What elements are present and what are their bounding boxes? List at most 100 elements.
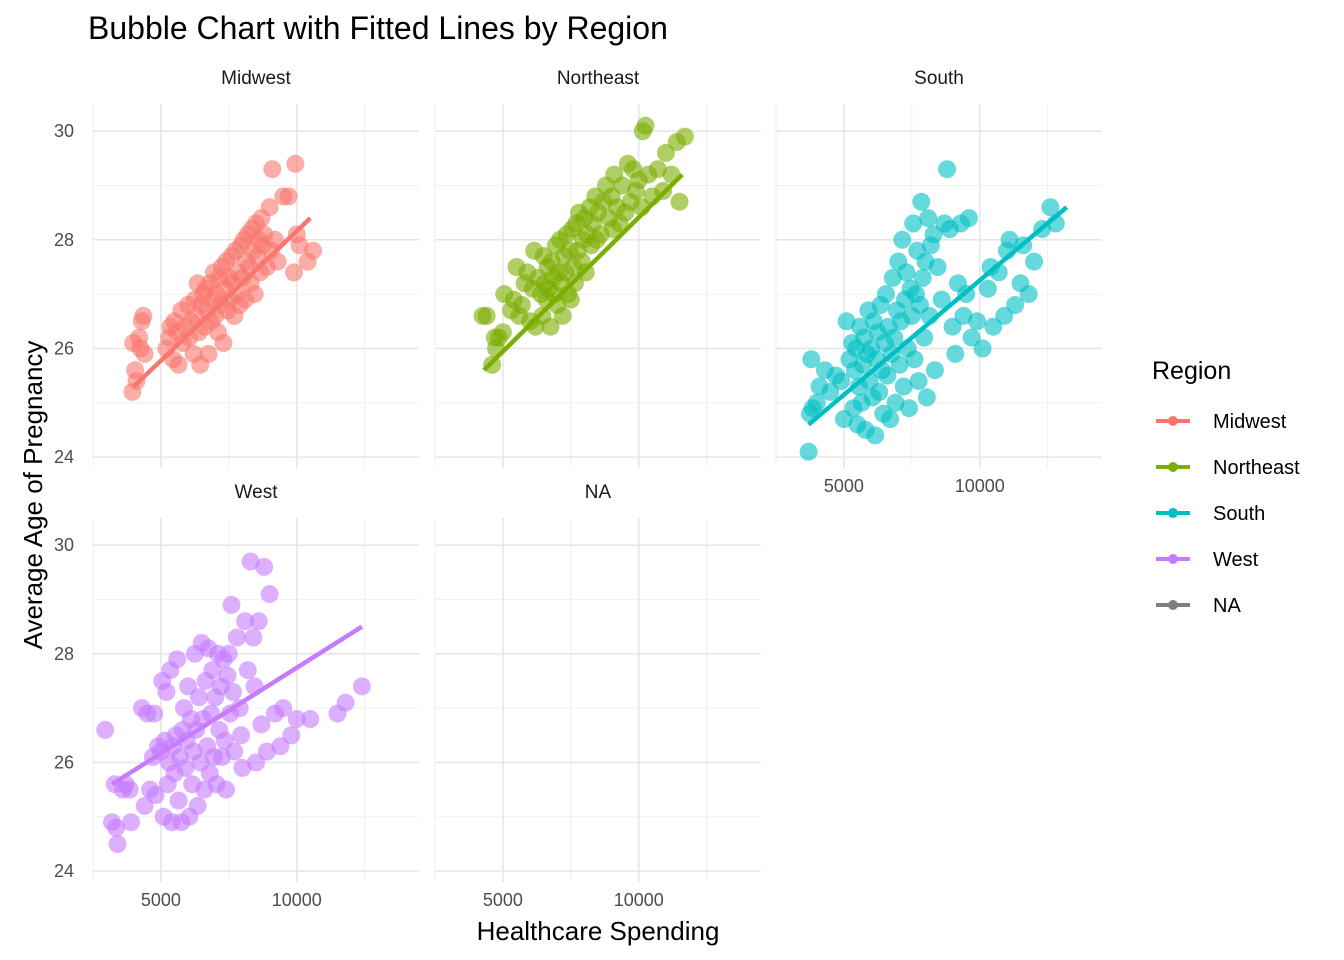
data-point: [894, 377, 913, 396]
data-point: [477, 306, 496, 325]
data-point: [904, 214, 923, 233]
data-point: [244, 628, 263, 647]
data-point: [968, 312, 986, 331]
data-point: [274, 699, 293, 718]
data-point: [909, 372, 928, 391]
y-tick-label: 26: [54, 752, 74, 772]
data-point: [236, 612, 255, 631]
data-point: [962, 328, 981, 347]
legend-item-na: NA: [1156, 595, 1241, 617]
data-point: [897, 263, 916, 282]
facet-label: Midwest: [221, 68, 291, 89]
data-point: [301, 710, 320, 728]
data-point: [959, 209, 978, 228]
data-point: [146, 786, 165, 805]
data-point: [260, 585, 279, 604]
data-point: [107, 818, 126, 837]
data-point: [900, 399, 919, 418]
y-tick-label: 30: [54, 121, 74, 141]
legend-label: Midwest: [1213, 411, 1287, 433]
legend-label: West: [1213, 549, 1259, 571]
x-tick-label: 10000: [614, 890, 664, 910]
x-tick-label: 10000: [272, 890, 322, 910]
data-point: [928, 258, 947, 276]
legend-key-point: [1168, 554, 1178, 564]
data-point: [241, 552, 260, 571]
legend: Region Midwest Northeast South West NA: [1152, 357, 1300, 617]
data-point: [233, 758, 252, 777]
data-point: [919, 209, 938, 228]
data-point: [925, 361, 944, 380]
data-point: [223, 682, 242, 701]
data-point: [169, 355, 188, 374]
data-point: [96, 720, 115, 739]
data-point: [271, 737, 290, 756]
y-tick-label: 24: [54, 861, 74, 881]
data-point: [1019, 285, 1038, 304]
data-point: [877, 285, 895, 304]
data-point: [636, 116, 655, 135]
legend-key-point: [1168, 416, 1178, 426]
data-point: [219, 644, 238, 663]
panel-south: South 5000 10000: [775, 68, 1102, 496]
data-point: [837, 312, 856, 331]
data-point: [285, 263, 303, 282]
legend-item-west: West: [1156, 549, 1259, 571]
data-point: [286, 154, 305, 173]
data-point: [218, 666, 237, 685]
data-point: [255, 557, 274, 576]
x-tick-label: 5000: [141, 890, 181, 910]
legend-key-point: [1168, 600, 1178, 610]
data-point: [132, 312, 151, 331]
data-point: [268, 252, 287, 271]
data-point: [145, 704, 164, 723]
data-point: [225, 742, 244, 761]
fit-line: [110, 624, 364, 787]
data-point: [336, 693, 355, 712]
panel-west: West 24 26 28 30 5000 10000: [54, 482, 419, 910]
facet-label: West: [235, 482, 279, 503]
data-point: [168, 650, 187, 669]
panel-northeast: Northeast: [434, 68, 761, 468]
data-point: [954, 306, 973, 325]
y-axis-title: Average Age of Pregnancy: [18, 341, 48, 650]
fit-line: [132, 216, 312, 389]
data-point: [157, 682, 176, 701]
data-point: [603, 220, 622, 238]
data-point: [938, 160, 957, 179]
data-point: [893, 230, 912, 249]
data-point: [122, 813, 140, 832]
data-point: [282, 726, 301, 745]
data-point: [247, 753, 265, 772]
facet-label: Northeast: [557, 68, 640, 89]
data-point: [1041, 198, 1060, 217]
panel-na: NA 5000 10000: [434, 482, 761, 910]
legend-label: Northeast: [1213, 457, 1300, 479]
data-point: [238, 661, 257, 680]
data-point: [541, 317, 560, 336]
data-point: [135, 344, 154, 363]
data-point: [917, 388, 936, 407]
data-point: [1006, 296, 1025, 314]
legend-label: NA: [1213, 595, 1241, 617]
data-point: [287, 710, 306, 728]
data-point: [279, 187, 298, 206]
data-point: [257, 742, 276, 761]
y-tick-label: 24: [54, 447, 74, 467]
data-point: [613, 176, 632, 195]
x-axis-title: Healthcare Spending: [477, 916, 720, 946]
data-point: [263, 160, 282, 179]
data-point: [189, 688, 208, 707]
data-point: [245, 285, 264, 304]
data-point: [912, 192, 931, 211]
data-point: [886, 393, 905, 412]
data-point: [973, 339, 992, 358]
legend-item-northeast: Northeast: [1156, 457, 1300, 479]
data-point: [995, 306, 1014, 325]
legend-key-point: [1168, 508, 1178, 518]
data-point: [352, 677, 371, 696]
x-tick-label: 10000: [955, 476, 1005, 496]
data-point: [222, 595, 241, 614]
